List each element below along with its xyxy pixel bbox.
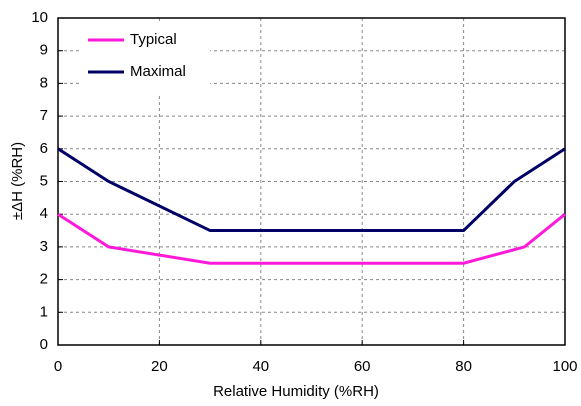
y-tick-label: 8 (40, 74, 48, 91)
y-tick-label: 3 (40, 238, 48, 255)
x-axis-label: Relative Humidity (%RH) (213, 383, 379, 400)
y-tick-label: 5 (40, 172, 48, 189)
y-tick-label: 4 (40, 205, 48, 222)
y-tick-label: 0 (40, 336, 48, 353)
x-tick-label: 60 (354, 358, 371, 375)
legend-label: Typical (130, 31, 177, 48)
y-tick-label: 7 (40, 107, 48, 124)
plot-frame (57, 17, 566, 346)
y-tick-label: 6 (40, 140, 48, 157)
legend-box (80, 24, 210, 94)
x-tick-label: 0 (54, 358, 62, 375)
y-tick-label: 2 (40, 271, 48, 288)
y-tick-label: 10 (31, 9, 48, 26)
legend-label: Maximal (130, 63, 186, 80)
y-axis-label: ±ΔH (%RH) (9, 142, 26, 220)
x-tick-label: 100 (552, 358, 577, 375)
data-line (57, 147, 566, 233)
x-tick-label: 20 (151, 358, 168, 375)
data-line (57, 212, 566, 265)
x-tick-label: 80 (455, 358, 472, 375)
x-tick-label: 40 (252, 358, 269, 375)
y-tick-label: 1 (40, 303, 48, 320)
y-tick-label: 9 (40, 42, 48, 59)
